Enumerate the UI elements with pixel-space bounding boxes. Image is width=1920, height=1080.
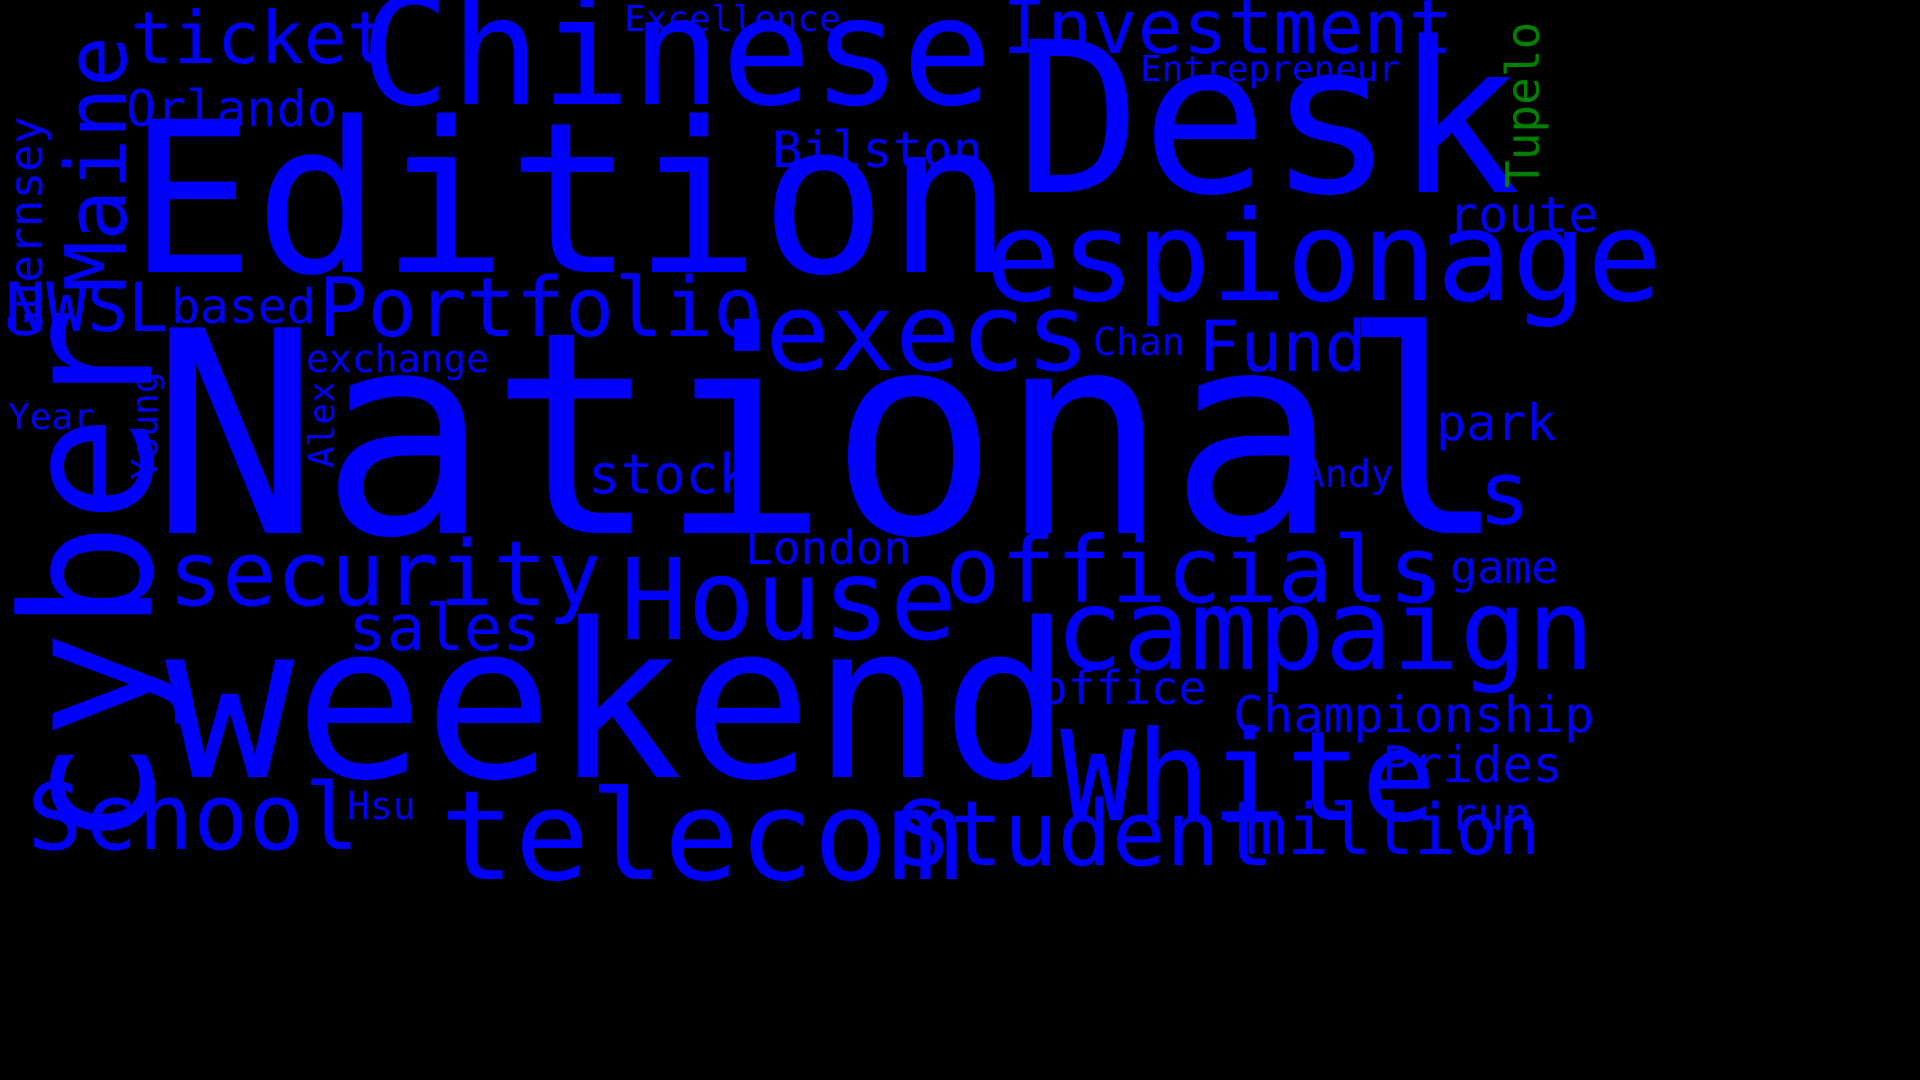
- word-guernsey: Guernsey: [0, 116, 53, 338]
- word-student: Student: [895, 782, 1275, 887]
- word-based: based: [171, 279, 316, 335]
- word-weekend: weekend: [165, 577, 1072, 828]
- word-school: School: [27, 764, 360, 871]
- word-chan: Chan: [1093, 320, 1185, 364]
- word-espionage: espionage: [985, 185, 1663, 330]
- word-game: game: [1450, 541, 1559, 594]
- word-route: route: [1448, 186, 1599, 244]
- word-alex: Alex: [302, 381, 343, 468]
- word-orlando: Orlando: [126, 80, 337, 138]
- word-portfolio: Portfolio: [318, 261, 763, 356]
- word-fund: Fund: [1198, 306, 1367, 388]
- word-investment: Investment: [1002, 0, 1454, 71]
- word-tupelo: Tupelo: [1496, 21, 1550, 188]
- word-sales: sales: [348, 592, 541, 666]
- word-prides: Prides: [1382, 736, 1563, 794]
- word-execs: execs: [765, 271, 1091, 396]
- word-edition: Edition: [128, 77, 1014, 322]
- word-house: House: [620, 536, 958, 666]
- word-year: Year: [8, 397, 95, 438]
- word-chinese: Chinese: [360, 0, 993, 140]
- word-stock: stock: [588, 443, 751, 506]
- word-andy: Andy: [1302, 452, 1394, 496]
- word-security: security: [168, 522, 602, 627]
- word-hsu: Hsu: [347, 784, 416, 828]
- word-white: White: [1060, 705, 1437, 850]
- word-park: park: [1436, 394, 1557, 452]
- word-london: London: [745, 521, 912, 575]
- word-million: million: [1245, 789, 1541, 871]
- word-office: office: [1040, 661, 1207, 715]
- word-young: Young: [125, 371, 166, 480]
- word-entrepreneur: Entrepreneur: [1140, 49, 1401, 90]
- word-exchange: exchange: [306, 337, 490, 381]
- word-desk: Desk: [1015, 0, 1521, 242]
- word-campaign: campaign: [1055, 566, 1595, 696]
- word-ticket: ticket: [130, 0, 391, 80]
- word-bilston: Bilston: [772, 121, 983, 179]
- word-s: s: [1478, 442, 1531, 545]
- word-telecom: telecom: [440, 765, 963, 909]
- word-excellence: Excellence: [624, 0, 841, 40]
- word-officials: officials: [945, 517, 1444, 624]
- word-national: National: [150, 271, 1509, 600]
- word-maine: Maine: [48, 36, 147, 292]
- word-championship: Championship: [1233, 686, 1595, 744]
- word-run: run: [1450, 788, 1532, 841]
- word-nwsl: NWSL: [5, 269, 169, 348]
